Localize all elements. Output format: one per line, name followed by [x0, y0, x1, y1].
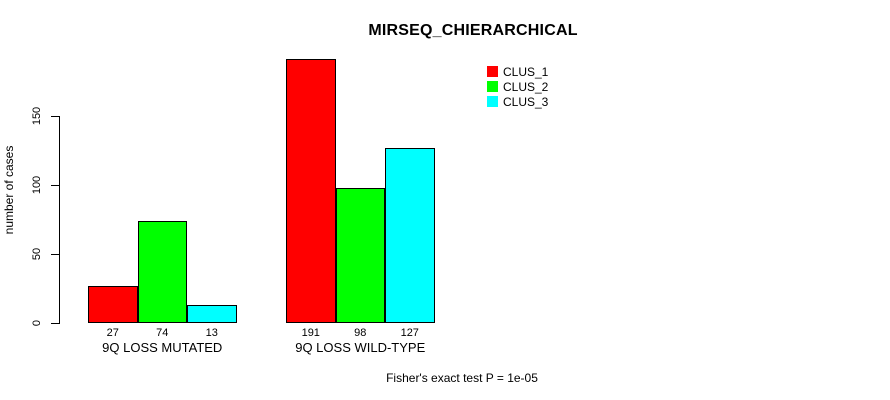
y-axis-tick: [51, 254, 59, 255]
legend-swatch: [487, 96, 498, 107]
bar-value-label: 27: [106, 327, 119, 339]
legend-label: CLUS_2: [503, 79, 549, 94]
y-axis-line: [59, 116, 60, 324]
y-axis-label: number of cases: [2, 145, 16, 235]
y-axis-tick: [51, 185, 59, 186]
bar-value-label: 127: [400, 327, 419, 339]
legend-swatch: [487, 81, 498, 92]
y-axis-tick: [51, 323, 59, 324]
y-tick-label: 150: [31, 106, 43, 126]
bar-clus_2-group1: [137, 220, 187, 323]
legend-item-clus_3: CLUS_3: [487, 94, 548, 109]
legend-item-clus_1: CLUS_1: [487, 64, 548, 79]
y-tick-label: 50: [31, 247, 43, 261]
bar-value-label: 74: [156, 327, 169, 339]
y-axis-tick: [51, 116, 59, 117]
category-label: 9Q LOSS MUTATED: [102, 340, 223, 355]
stats-annotation: Fisher's exact test P = 1e-05: [386, 371, 538, 385]
legend-item-clus_2: CLUS_2: [487, 79, 548, 94]
bar-value-label: 98: [354, 327, 367, 339]
legend-label: CLUS_3: [503, 94, 549, 109]
bar-value-label: 191: [301, 327, 320, 339]
bar-clus_1-group1: [88, 285, 138, 323]
bar-clus_3-group2: [385, 147, 435, 323]
legend-swatch: [487, 66, 498, 77]
y-tick-label: 0: [31, 319, 43, 327]
bar-clus_3-group1: [187, 305, 237, 323]
legend: CLUS_1 CLUS_2 CLUS_3: [487, 64, 548, 109]
y-tick-label: 100: [31, 175, 43, 195]
category-label: 9Q LOSS WILD-TYPE: [295, 340, 426, 355]
bar-clus_2-group2: [335, 187, 385, 323]
bar-value-label: 13: [205, 327, 218, 339]
bar-clus_1-group2: [286, 59, 336, 323]
legend-label: CLUS_1: [503, 64, 549, 79]
chart-title: MIRSEQ_CHIERARCHICAL: [368, 22, 578, 39]
